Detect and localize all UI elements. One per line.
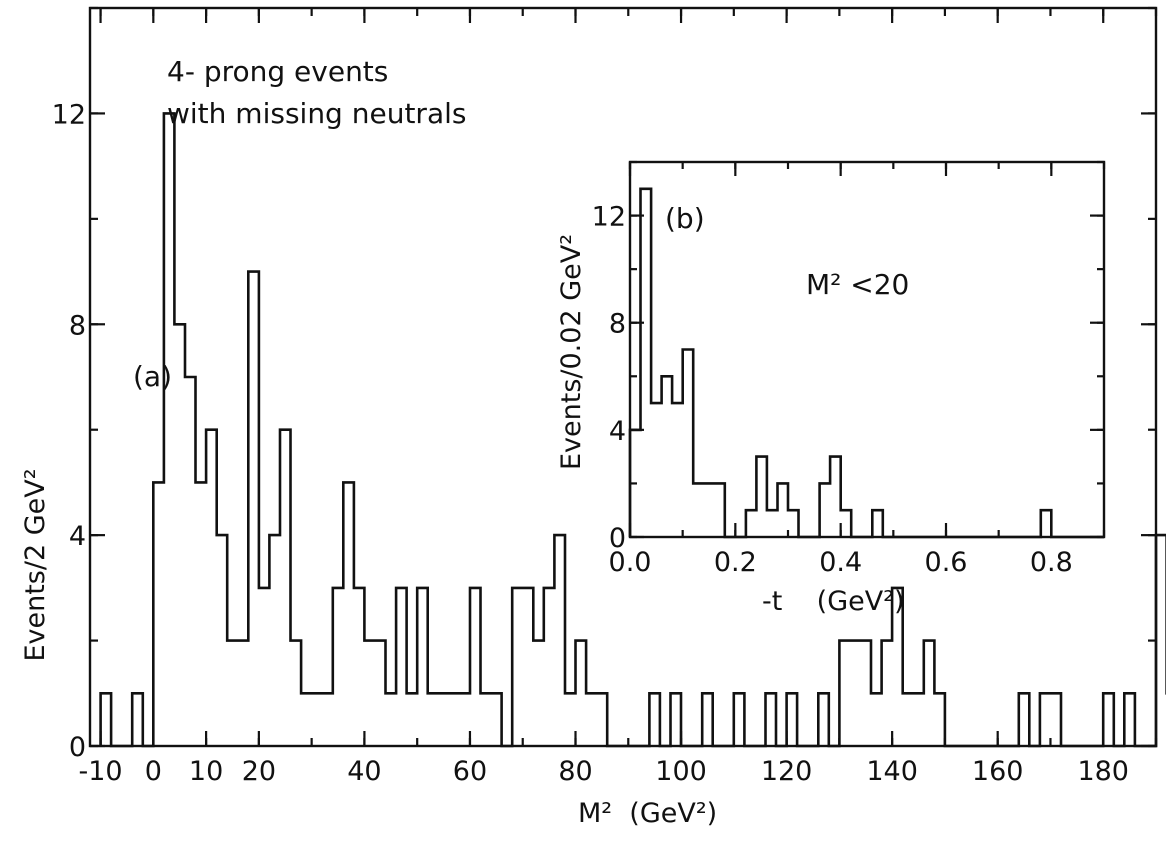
x-tick-label: 40 xyxy=(347,756,381,787)
inset-panel-label: (b) xyxy=(665,202,705,235)
x-tick-label: 20 xyxy=(242,756,276,787)
x-tick-label: 80 xyxy=(558,756,592,787)
x-tick-label: 0.0 xyxy=(609,547,652,578)
y-tick-label: 0 xyxy=(609,523,626,554)
inset-plot-frame xyxy=(628,160,1106,539)
y-tick-label: 4 xyxy=(69,521,86,552)
inset-x-axis-title: -t (GeV²) xyxy=(762,586,905,617)
main-y-axis-title: Events/2 GeV² xyxy=(20,468,51,661)
x-tick-label: 0.8 xyxy=(1030,547,1073,578)
y-tick-label: 8 xyxy=(69,310,86,341)
y-tick-label: 12 xyxy=(52,99,86,130)
main-x-axis-title: M² (GeV²) xyxy=(578,798,717,829)
inset-histogram-panel: 0.0 0.2 0.4 0.6 0.8 0 4 8 12 (b) M² <20 -t (GeV²… xyxy=(556,160,1106,617)
x-tick-label: 0 xyxy=(145,756,162,787)
x-tick-label: 180 xyxy=(1077,756,1129,787)
x-tick-label: 100 xyxy=(655,756,707,787)
x-tick-label: 0.6 xyxy=(925,547,968,578)
y-tick-label: 0 xyxy=(69,732,86,763)
x-tick-label: 140 xyxy=(866,756,918,787)
inset-annotation: M² <20 xyxy=(806,268,909,301)
x-tick-label: 120 xyxy=(761,756,813,787)
inset-histogram-line xyxy=(628,187,1104,539)
x-tick-label: 10 xyxy=(189,756,223,787)
x-tick-label: 160 xyxy=(972,756,1024,787)
main-panel-label: (a) xyxy=(133,360,172,393)
x-tick-label: 0.2 xyxy=(714,547,757,578)
x-tick-label: 0.4 xyxy=(819,547,862,578)
main-annotation-line-1: 4- prong events xyxy=(167,55,388,88)
y-tick-label: 12 xyxy=(592,202,626,233)
inset-tick-labels: 0.0 0.2 0.4 0.6 0.8 0 4 8 12 xyxy=(592,202,1073,578)
x-tick-label: 60 xyxy=(453,756,487,787)
y-tick-label: 4 xyxy=(609,416,626,447)
y-tick-label: 8 xyxy=(609,309,626,340)
x-tick-label: -10 xyxy=(78,756,122,787)
inset-y-axis-title: Events/0.02 GeV² xyxy=(556,234,587,470)
main-histogram-line xyxy=(99,112,1166,748)
main-annotation-line-2: with missing neutrals xyxy=(167,97,466,130)
